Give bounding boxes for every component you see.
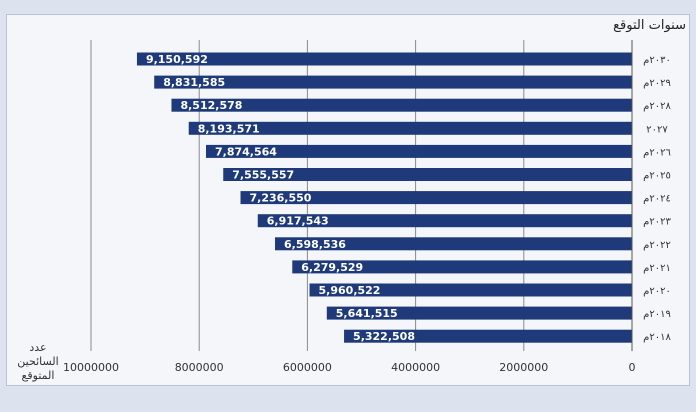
data-label: 8,831,585 xyxy=(163,76,225,89)
bar xyxy=(309,283,632,297)
bar xyxy=(188,121,632,135)
x-tick-label: 8000000 xyxy=(175,361,224,374)
data-label: 6,598,536 xyxy=(284,238,346,251)
bar xyxy=(326,306,632,320)
category-label: ٢٠٢٥م xyxy=(643,171,671,182)
data-label: 7,874,564 xyxy=(215,145,277,158)
data-label: 6,917,543 xyxy=(267,215,329,228)
data-label: 5,960,522 xyxy=(319,284,381,297)
category-label: ٢٠١٩م xyxy=(643,309,671,320)
data-label: 8,512,578 xyxy=(180,99,242,112)
category-label: ٢٠٢٦م xyxy=(643,147,671,158)
data-label: 9,150,592 xyxy=(146,53,208,66)
bar xyxy=(223,168,632,181)
category-label: ٢٠٢٠م xyxy=(643,286,671,297)
category-label: ٢٠٢٢م xyxy=(643,240,671,251)
category-label: ٢٠٣٠م xyxy=(643,55,671,66)
bar xyxy=(240,191,633,205)
bar xyxy=(257,214,632,228)
category-label: ٢٠٢٤م xyxy=(643,194,671,205)
data-label: 6,279,529 xyxy=(301,261,363,274)
bar xyxy=(171,98,632,112)
x-tick-label: 6000000 xyxy=(283,361,332,374)
bar xyxy=(344,329,632,343)
category-label: ٢٠٢٩م xyxy=(643,78,671,89)
data-label: 5,322,508 xyxy=(353,330,415,343)
category-label: ٢٠٢٨م xyxy=(643,101,671,112)
x-axis-title: عدد السائحين المتوقع xyxy=(17,341,59,382)
data-label: 7,236,550 xyxy=(250,192,312,205)
bar xyxy=(154,75,633,89)
category-label: ٢٠٢١م xyxy=(643,263,671,274)
category-label: ٢٠٢٣م xyxy=(643,217,671,228)
data-label: 8,193,571 xyxy=(198,122,260,135)
bar xyxy=(292,260,632,274)
data-label: 7,555,557 xyxy=(232,169,294,182)
data-label: 5,641,515 xyxy=(336,307,398,320)
x-tick-label: 2000000 xyxy=(499,361,548,374)
x-tick-label: 4000000 xyxy=(391,361,440,374)
bar xyxy=(136,52,632,66)
category-label: ٢٠١٨م xyxy=(643,332,671,343)
bar xyxy=(205,144,632,158)
category-label: ٢٠٢٧ xyxy=(646,124,668,135)
x-tick-label: 0 xyxy=(629,361,636,374)
chart-title: سنوات التوقع xyxy=(613,18,686,33)
bar xyxy=(275,237,632,251)
x-tick-label: 10000000 xyxy=(63,361,119,374)
